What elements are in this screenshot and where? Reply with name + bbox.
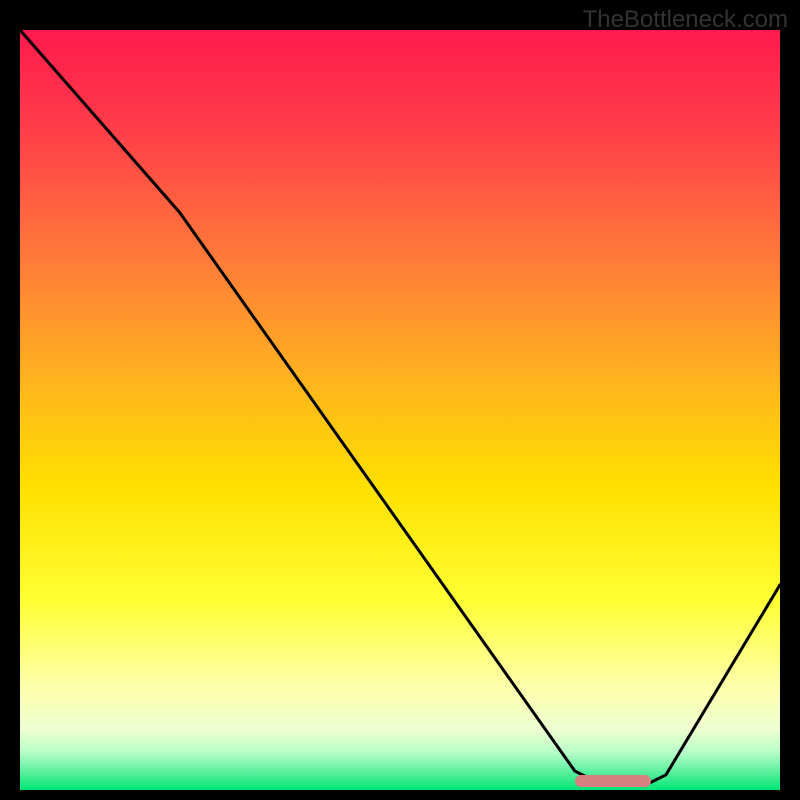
optimal-range-marker (575, 775, 651, 787)
plot-area (20, 30, 780, 790)
watermark-text: TheBottleneck.com (583, 6, 788, 34)
chart-outer-frame: TheBottleneck.com (0, 0, 800, 800)
bottleneck-curve (20, 30, 780, 790)
